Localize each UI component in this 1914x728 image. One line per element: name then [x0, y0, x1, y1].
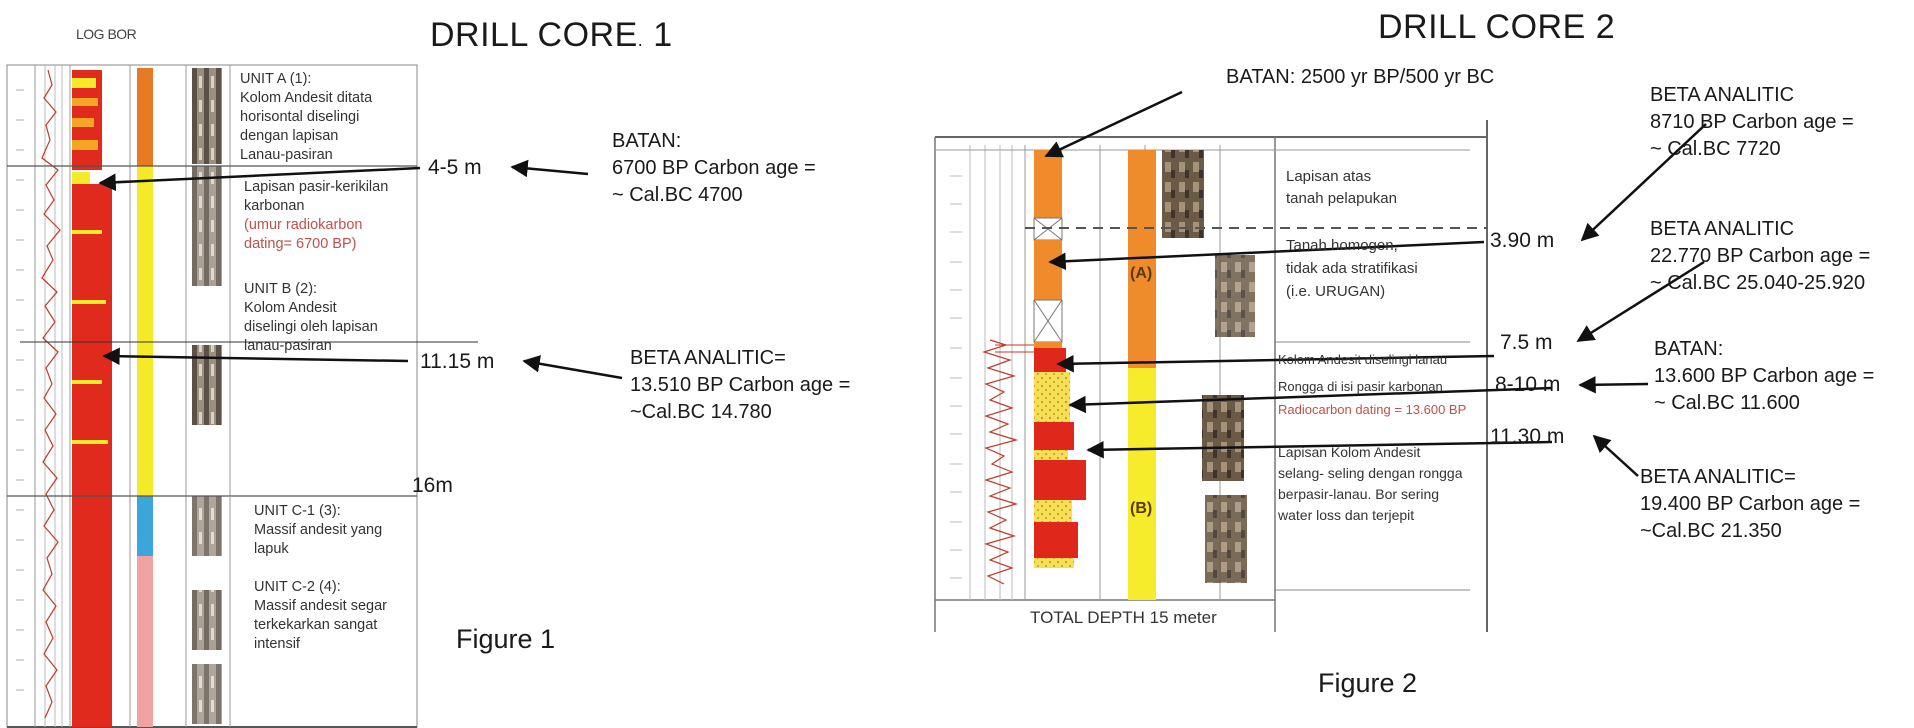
core2-layer-top-soil: Lapisan atas tanah pelapukan	[1286, 168, 1397, 207]
core1-annotation-beta: BETA ANALITIC= 13.510 BP Carbon age = ~C…	[630, 347, 851, 423]
core1-radiocarbon-note: (umur radiokarbon dating= 6700 BP)	[244, 217, 363, 252]
core2-depth-3-90m: 3.90 m	[1490, 229, 1555, 252]
core1-depth-16m: 16m	[412, 474, 453, 497]
core2-layer-andesite: Kolom Andesit diselingi lanau	[1278, 352, 1448, 367]
core1-depth-4-5m: 4-5 m	[428, 156, 482, 179]
core2-layer-andesite-alternating: Lapisan Kolom Andesit selang- seling den…	[1278, 444, 1463, 523]
core2-radiocarbon-note: Radiocarbon dating = 13.600 BP	[1278, 402, 1467, 417]
core2-log	[934, 120, 1488, 632]
core1-unit-a: UNIT A (1): Kolom Andesit ditata horison…	[240, 71, 373, 163]
core2-annotation-beta-2: BETA ANALITIC 22.770 BP Carbon age = ~ C…	[1650, 218, 1871, 294]
core2-depth-8-10m: 8-10 m	[1495, 373, 1561, 396]
core2-layer-homogen: Tanah homogen, tidak ada stratifikasi (i…	[1286, 237, 1418, 300]
core2-title: DRILL CORE 2	[1378, 8, 1616, 46]
core2-total-depth: TOTAL DEPTH 15 meter	[1030, 608, 1217, 627]
core1-unit-c1: UNIT C-1 (3): Massif andesit yang lapuk	[254, 503, 383, 557]
core1-layer-sand: Lapisan pasir-kerikilan karbonan	[244, 179, 389, 214]
core1-title-mark: .	[637, 30, 644, 50]
core2-annotation-batan: BATAN: 13.600 BP Carbon age = ~ Cal.BC 1…	[1654, 338, 1875, 414]
core1-title-number: 1	[653, 16, 673, 54]
core2-annotation-beta-1: BETA ANALITIC 8710 BP Carbon age = ~ Cal…	[1650, 84, 1854, 160]
core2-top-label: BATAN: 2500 yr BP/500 yr BC	[1226, 66, 1495, 88]
core1-unit-c2: UNIT C-2 (4): Massif andesit segar terke…	[254, 579, 387, 652]
log-bor-label: LOG BOR	[76, 26, 137, 42]
core1-depth-11-15m: 11.15 m	[420, 350, 495, 373]
core1-title-word: DRILL CORE	[430, 16, 638, 54]
figure-2-caption: Figure 2	[1318, 668, 1418, 698]
core2-depth-11-30m: 11.30 m	[1490, 425, 1565, 448]
figure-1-caption: Figure 1	[456, 624, 556, 654]
core2-unit-a-label: (A)	[1130, 265, 1153, 282]
core1-annotation-batan: BATAN: 6700 BP Carbon age = ~ Cal.BC 470…	[612, 130, 816, 206]
core2-layer-cavity: Rongga di isi pasir karbonan	[1278, 379, 1443, 394]
core1-title: DRILL CORE. 1	[430, 16, 673, 55]
core2-depth-7-5m: 7.5 m	[1500, 331, 1553, 354]
core2-annotation-beta-3: BETA ANALITIC= 19.400 BP Carbon age = ~C…	[1640, 466, 1861, 542]
core2-unit-b-label: (B)	[1130, 500, 1153, 517]
core1-unit-b: UNIT B (2): Kolom Andesit diselingi oleh…	[244, 281, 378, 354]
